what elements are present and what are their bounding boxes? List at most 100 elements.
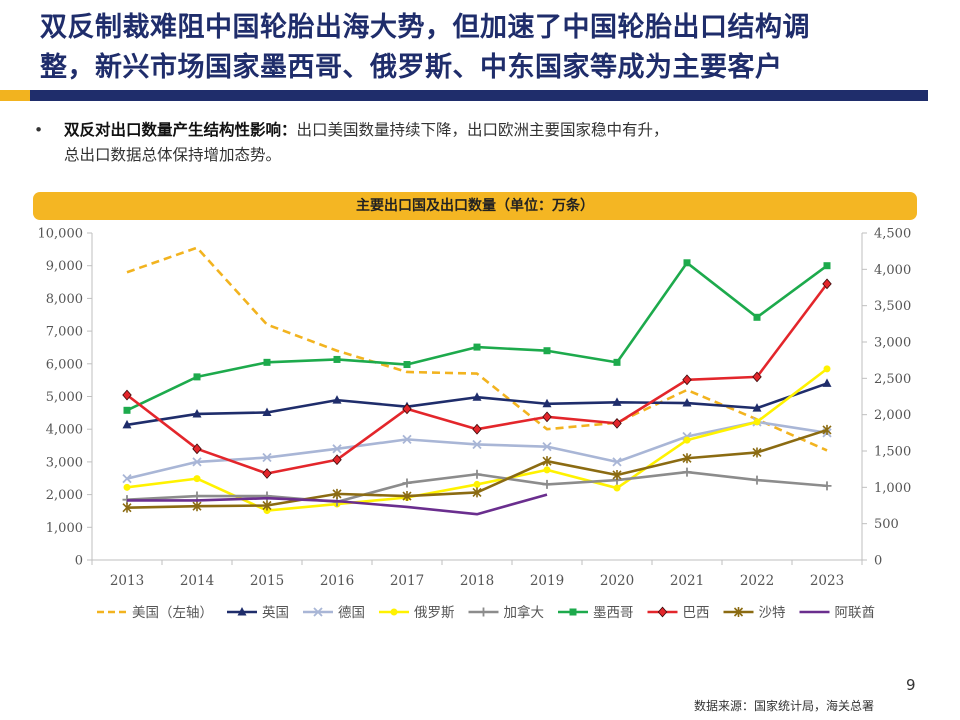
left-axis-tick-label: 9,000	[46, 259, 83, 274]
bullet-line2: 总出口数据总体保持增加态势。	[64, 146, 282, 164]
data-point	[682, 374, 692, 386]
data-point	[682, 467, 692, 477]
page-title: 双反制裁难阻中国轮胎出海大势，但加速了中国轮胎出口结构调 整，新兴市场国家墨西哥…	[40, 8, 940, 88]
data-point	[542, 398, 552, 408]
data-point	[402, 434, 412, 445]
accent-bar-yellow	[0, 90, 30, 101]
data-point	[542, 456, 552, 467]
data-point	[542, 411, 552, 423]
data-point	[193, 373, 201, 381]
data-point	[262, 452, 272, 463]
x-axis-tick-label: 2013	[110, 573, 144, 589]
series-7	[122, 424, 832, 513]
data-point	[472, 439, 482, 450]
data-point	[472, 392, 482, 401]
series-line	[126, 246, 828, 452]
data-point	[402, 478, 412, 488]
data-point	[543, 466, 551, 474]
data-point	[612, 457, 622, 467]
data-point	[612, 469, 622, 480]
left-axis-tick-label: 2,000	[46, 488, 83, 503]
legend-label: 墨西哥	[593, 605, 634, 621]
accent-bar-navy	[30, 90, 928, 101]
title-line-1: 双反制裁难阻中国轮胎出海大势，但加速了中国轮胎出口结构调	[40, 12, 810, 43]
legend-item-0: 美国（左轴）	[97, 605, 213, 621]
legend-item-1: 英国	[227, 604, 289, 621]
legend-label: 俄罗斯	[414, 605, 455, 621]
title-line-2: 整，新兴市场国家墨西哥、俄罗斯、中东国家等成为主要客户	[40, 52, 783, 83]
data-point	[192, 457, 202, 467]
legend-item-6: 巴西	[647, 605, 710, 621]
data-point	[262, 500, 272, 511]
data-point	[332, 444, 342, 454]
x-axis-tick-label: 2014	[180, 573, 214, 589]
legend-item-7: 沙特	[723, 605, 786, 621]
x-axis-tick-label: 2020	[600, 573, 634, 589]
data-point	[753, 313, 761, 321]
data-point	[682, 398, 692, 407]
right-axis-tick-label: 3,500	[874, 299, 911, 314]
data-point	[822, 278, 832, 290]
data-point	[613, 484, 621, 492]
bullet-line1-rest: 出口美国数量持续下降，出口欧洲主要国家稳中有升，	[296, 121, 669, 139]
legend-label: 加拿大	[504, 604, 545, 621]
data-point	[193, 475, 201, 483]
page-number: 9	[906, 676, 916, 694]
series-1	[122, 378, 832, 429]
series-8	[127, 493, 548, 516]
data-point	[472, 469, 482, 479]
legend-label: 英国	[262, 604, 289, 621]
data-point	[823, 262, 831, 270]
data-point	[682, 453, 692, 464]
data-point	[473, 480, 481, 488]
data-source: 数据来源：国家统计局，海关总署	[694, 699, 875, 713]
data-point	[332, 395, 342, 404]
data-point	[683, 259, 691, 267]
data-point	[262, 407, 272, 416]
left-axis-tick-label: 10,000	[38, 227, 84, 242]
left-axis-tick-label: 4,000	[46, 423, 83, 438]
data-point	[402, 491, 412, 502]
legend-marker	[479, 607, 488, 617]
data-point	[753, 418, 761, 426]
data-point	[683, 436, 691, 444]
data-point	[262, 468, 272, 479]
legend-item-5: 墨西哥	[558, 605, 634, 621]
right-axis-tick-label: 0	[874, 554, 882, 569]
data-point	[542, 442, 552, 452]
legend-marker	[313, 607, 323, 617]
x-axis-tick-label: 2016	[320, 573, 354, 589]
legend-label: 阿联酋	[835, 604, 876, 621]
left-axis-tick-label: 0	[75, 554, 83, 569]
data-point	[822, 378, 832, 387]
data-point	[752, 447, 762, 458]
bullet-text: 双反对出口数量产生结构性影响：出口美国数量持续下降，出口欧洲主要国家稳中有升， …	[64, 118, 914, 168]
data-point	[332, 454, 342, 466]
data-point	[613, 358, 621, 366]
left-axis-tick-label: 8,000	[46, 292, 83, 307]
data-point	[752, 403, 762, 412]
legend-label: 德国	[338, 605, 365, 621]
data-point	[122, 473, 132, 484]
x-axis-tick-label: 2018	[460, 573, 494, 589]
left-axis-tick-label: 3,000	[46, 455, 83, 470]
data-point	[543, 347, 551, 355]
data-point	[822, 481, 832, 491]
legend-marker	[657, 606, 668, 618]
data-point	[542, 479, 552, 489]
data-point	[403, 361, 411, 369]
data-point	[192, 491, 202, 501]
x-axis-tick-label: 2022	[740, 573, 774, 589]
x-axis-tick-label: 2015	[250, 573, 284, 589]
data-point	[752, 475, 762, 485]
data-point	[192, 443, 202, 455]
legend-marker	[733, 607, 744, 617]
data-point	[472, 487, 482, 498]
right-axis-tick-label: 4,000	[874, 263, 911, 278]
x-axis-tick-label: 2021	[670, 573, 704, 589]
legend-marker	[569, 608, 577, 616]
bullet-bold-lead: 双反对出口数量产生结构性影响：	[64, 121, 297, 139]
data-point	[123, 483, 131, 491]
right-axis-tick-label: 2,000	[874, 408, 911, 423]
right-axis-tick-label: 1,000	[874, 481, 911, 496]
